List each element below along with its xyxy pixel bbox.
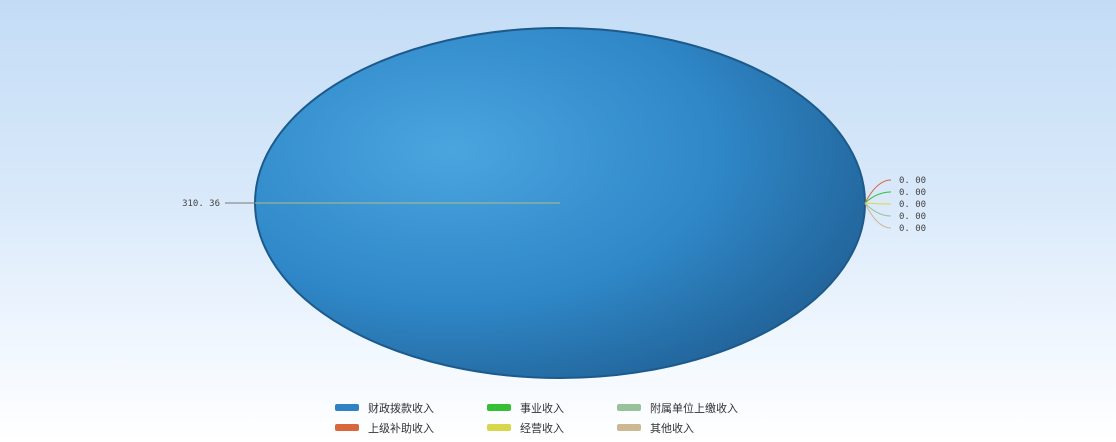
legend-swatch (617, 404, 641, 411)
legend-label: 经营收入 (520, 421, 564, 435)
legend-label: 事业收入 (520, 401, 564, 415)
legend-item-operating-income[interactable]: 经营收入 (487, 420, 617, 435)
leader-line (864, 202, 892, 229)
data-label: 310. 36 (182, 199, 220, 209)
legend-swatch (335, 404, 359, 411)
legend-label: 附属单位上缴收入 (650, 401, 738, 415)
legend-swatch (617, 424, 641, 431)
leader-line (864, 202, 892, 217)
legend: 财政拨款收入 事业收入 附属单位上缴收入 上级补助收入 经营收入 其他收入 (335, 400, 805, 435)
legend-item-subordinate-remittance[interactable]: 附属单位上缴收入 (617, 400, 805, 415)
legend-item-business-income[interactable]: 事业收入 (487, 400, 617, 415)
data-label: 0. 00 (899, 224, 926, 234)
data-label: 0. 00 (899, 176, 926, 186)
legend-item-other-income[interactable]: 其他收入 (617, 420, 805, 435)
data-label: 0. 00 (899, 212, 926, 222)
leader-line (864, 191, 892, 204)
legend-item-superior-subsidy[interactable]: 上级补助收入 (335, 420, 487, 435)
legend-label: 上级补助收入 (368, 421, 434, 435)
data-label: 0. 00 (899, 200, 926, 210)
legend-swatch (335, 424, 359, 431)
data-label: 0. 00 (899, 188, 926, 198)
leader-line (864, 202, 892, 205)
legend-label: 财政拨款收入 (368, 401, 434, 415)
legend-item-fiscal-appropriation[interactable]: 财政拨款收入 (335, 400, 487, 415)
legend-swatch (487, 404, 511, 411)
legend-swatch (487, 424, 511, 431)
leader-line (864, 179, 892, 204)
legend-label: 其他收入 (650, 421, 694, 435)
